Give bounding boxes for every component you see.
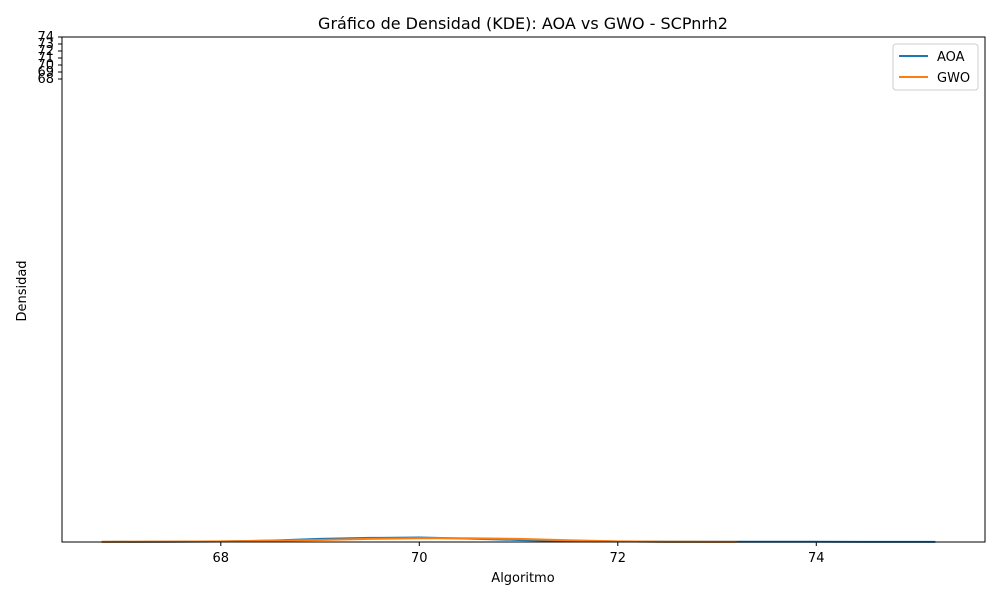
legend-label-aoa: AOA — [937, 50, 965, 65]
y-tick-label: 70 — [37, 58, 54, 73]
series-line-gwo — [101, 537, 737, 543]
x-tick-label: 70 — [411, 551, 428, 566]
legend: AOA GWO — [892, 43, 979, 91]
y-tick-label: 74 — [37, 30, 54, 45]
chart-title: Gráfico de Densidad (KDE): AOA vs GWO - … — [318, 14, 728, 33]
y-axis-label: Densidad — [15, 260, 30, 321]
plot-frame — [61, 36, 986, 543]
legend-label-gwo: GWO — [937, 71, 970, 86]
series-layer — [101, 536, 936, 543]
y-tick-label: 69 — [37, 65, 54, 80]
y-tick-label: 73 — [37, 37, 54, 52]
y-tick-label: 71 — [37, 51, 54, 66]
y-tick-label: 72 — [37, 44, 54, 59]
y-tick-label: 68 — [37, 72, 54, 87]
x-tick-label: 74 — [808, 551, 825, 566]
x-tick-label: 72 — [610, 551, 627, 566]
x-tick-label: 68 — [213, 551, 230, 566]
x-axis-label: Algoritmo — [491, 571, 554, 586]
